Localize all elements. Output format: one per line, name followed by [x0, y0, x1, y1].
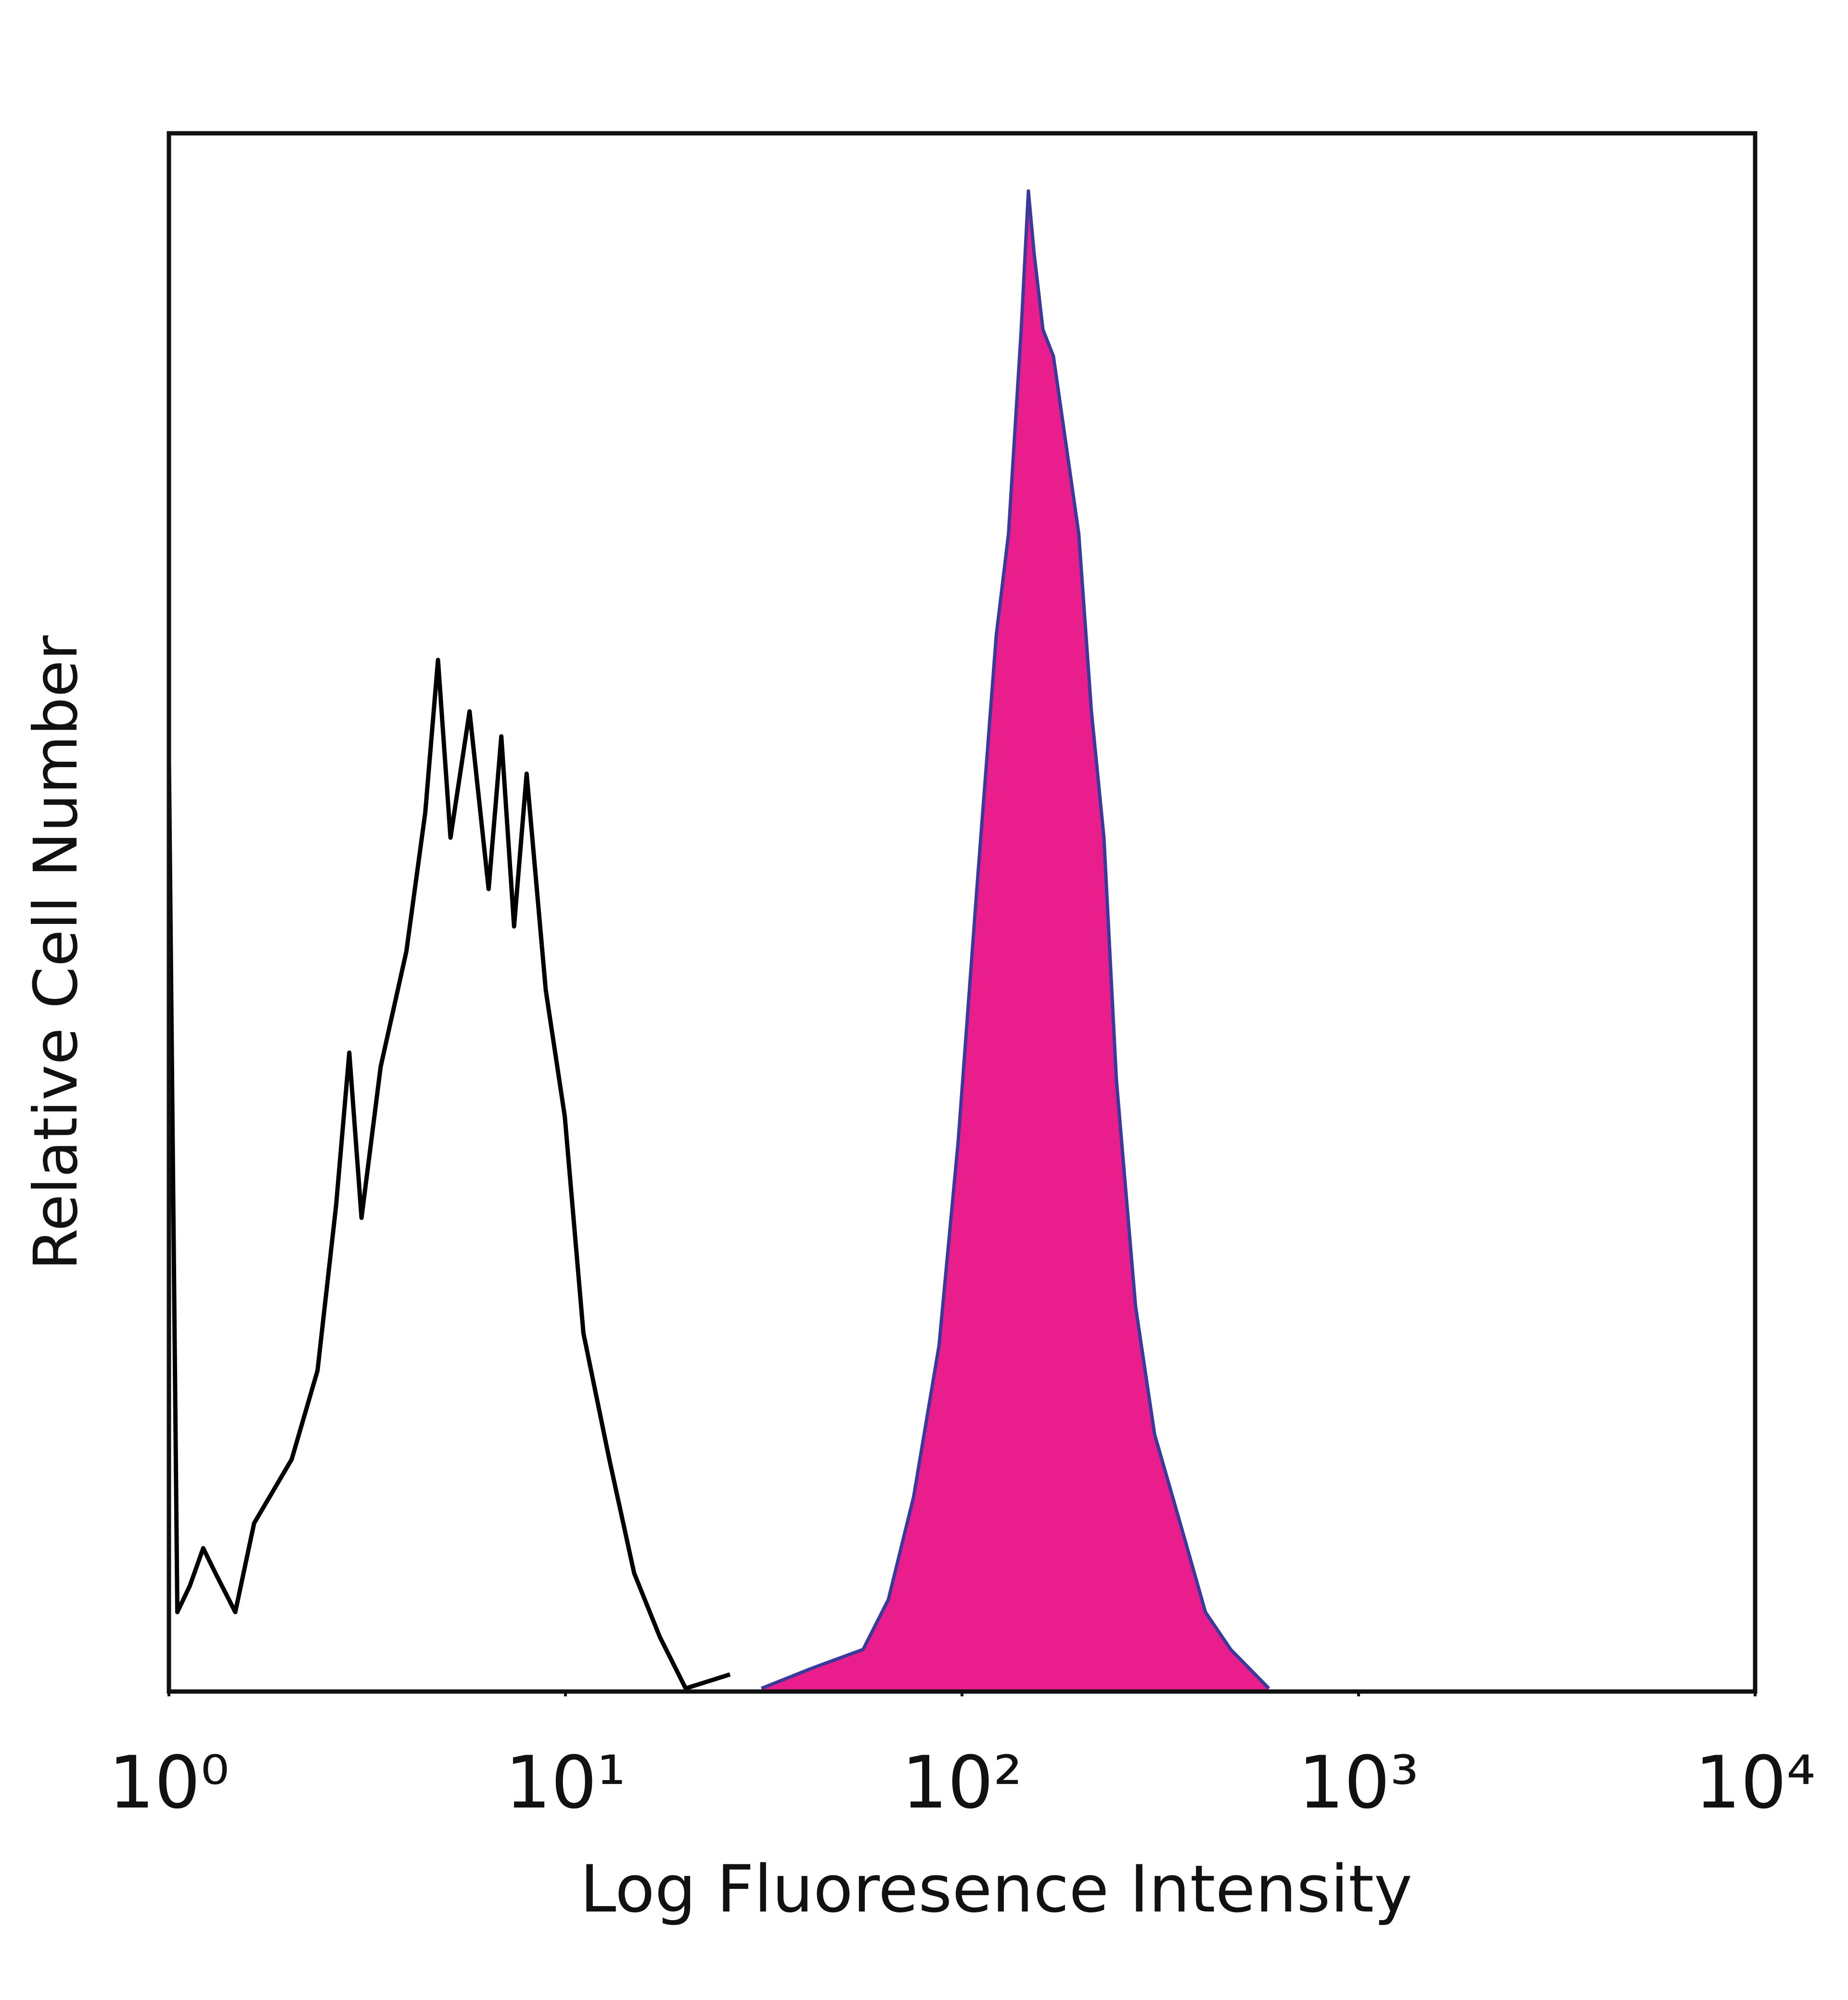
x-tick-label: 10⁰: [108, 1741, 229, 1825]
area: [761, 191, 1269, 1692]
x-tick-label: 10⁴: [1694, 1741, 1815, 1825]
line: [760, 189, 1270, 1690]
x-tick-label: 10³: [1298, 1741, 1419, 1825]
y-axis-label: Relative Cell Number: [21, 635, 91, 1270]
x-axis-label: Log Fluoresence Intensity: [580, 1851, 1412, 1927]
x-tick-label: 10¹: [505, 1741, 626, 1825]
x-tick-label: 10²: [901, 1741, 1022, 1825]
line: [167, 657, 731, 1692]
